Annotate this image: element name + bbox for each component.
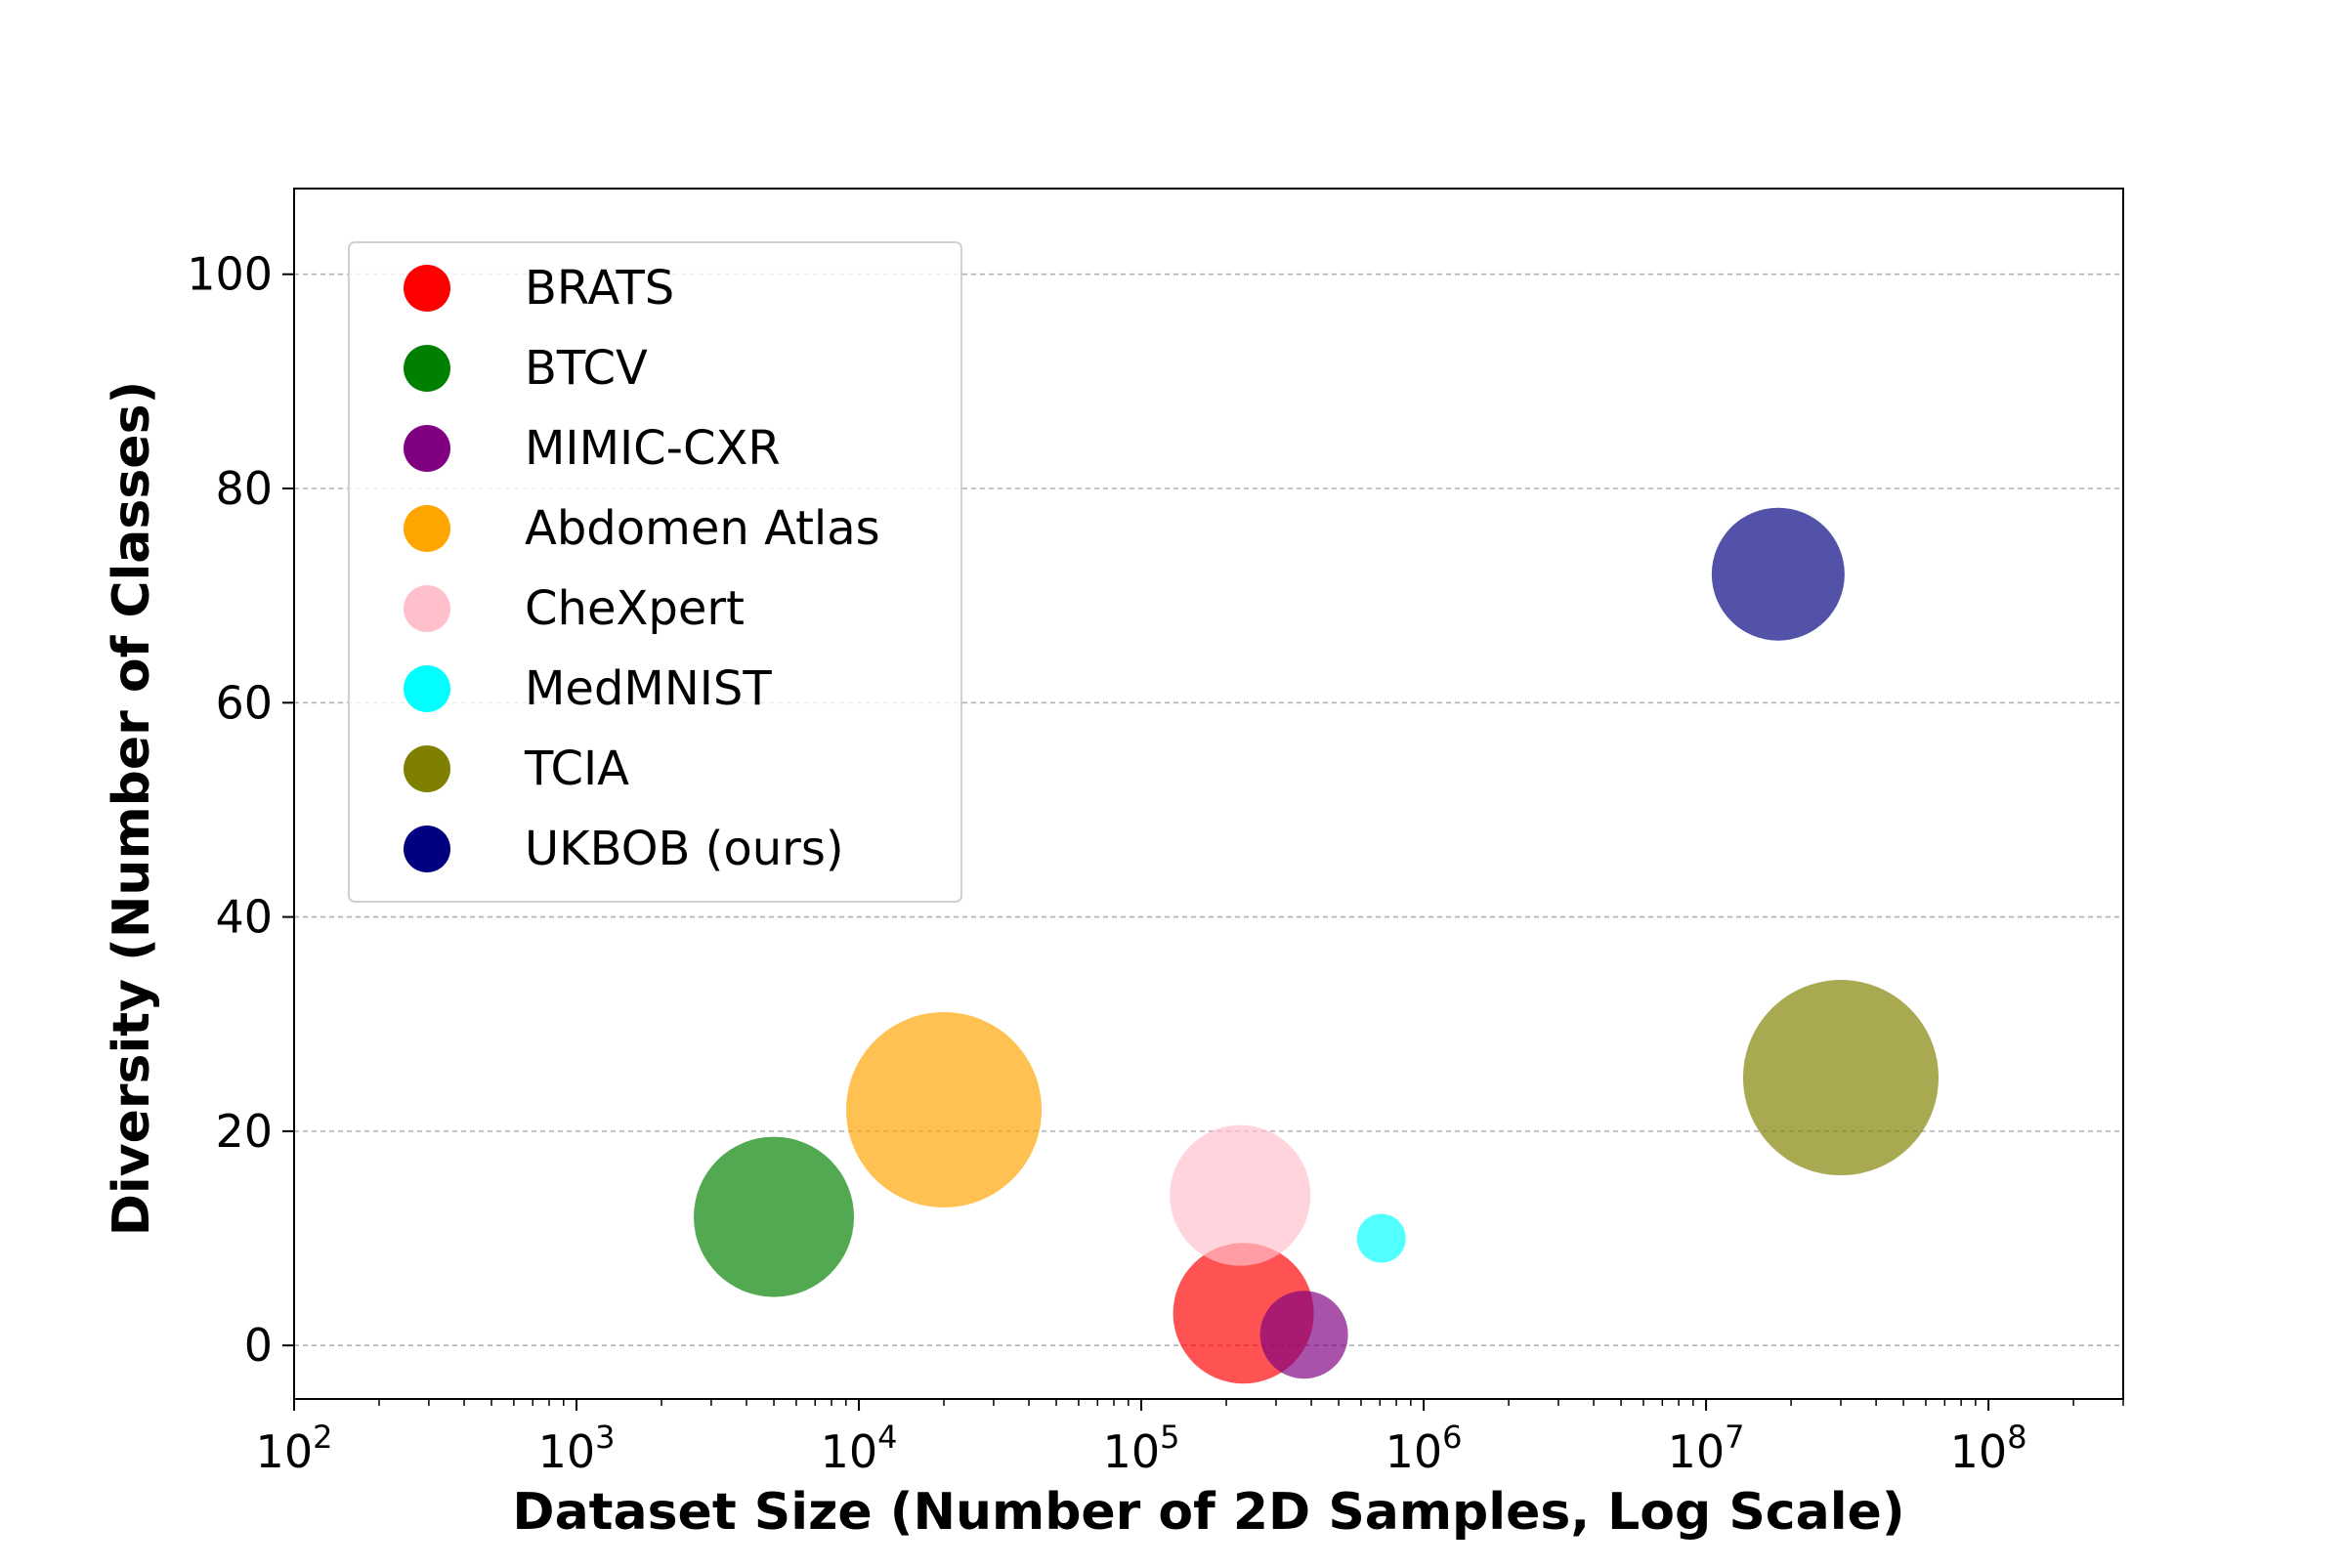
bubble-point [1259, 1291, 1348, 1379]
bubbles [694, 507, 1939, 1384]
y-tick-label: 40 [215, 891, 273, 944]
legend-label: CheXpert [525, 581, 745, 636]
bubble-point [1356, 1213, 1406, 1263]
legend: BRATS BTCV MIMIC-CXR Abdomen Atlas CheXpert M… [348, 241, 962, 903]
y-axis: 0 20 40 60 80 100 [187, 248, 294, 1372]
legend-marker [404, 745, 450, 792]
legend-label: Abdomen Atlas [525, 501, 880, 556]
legend-marker [404, 345, 450, 392]
y-tick-label: 80 [215, 462, 273, 515]
y-tick-label: 0 [244, 1319, 273, 1372]
x-axis-label: Dataset Size (Number of 2D Samples, Log … [512, 1483, 1904, 1542]
plot-frame [293, 188, 2124, 1400]
legend-marker [404, 505, 450, 552]
x-tick-label: 102 [256, 1419, 333, 1478]
bubble-point [846, 1011, 1043, 1208]
x-axis: 102 103 104 105 106 107 108 [256, 1399, 2124, 1478]
legend-label: UKBOB (ours) [525, 822, 844, 876]
bubble-point [1711, 507, 1845, 641]
bubble-point [1742, 980, 1939, 1176]
legend-marker [404, 265, 450, 312]
x-tick-label: 105 [1103, 1419, 1180, 1478]
bubble-point [1170, 1124, 1311, 1266]
legend-label: BTCV [525, 341, 648, 396]
x-tick-label: 107 [1668, 1419, 1745, 1478]
bubble-point [694, 1136, 855, 1297]
legend-marker [404, 585, 450, 632]
x-tick-label: 103 [538, 1419, 616, 1478]
legend-box [348, 241, 962, 903]
x-tick-label: 104 [821, 1419, 898, 1478]
x-tick-label: 106 [1386, 1419, 1463, 1478]
y-tick-label: 100 [187, 248, 273, 301]
legend-marker [404, 665, 450, 712]
x-tick-label: 108 [1950, 1419, 2027, 1478]
legend-marker [404, 425, 450, 472]
y-tick-label: 60 [215, 676, 273, 729]
legend-label: MIMIC-CXR [525, 421, 781, 476]
legend-label: MedMNIST [525, 661, 772, 716]
legend-marker [404, 826, 450, 872]
y-axis-label: Diversity (Number of Classes) [103, 381, 161, 1237]
legend-label: BRATS [525, 261, 674, 316]
y-tick-label: 20 [215, 1105, 273, 1158]
legend-label: TCIA [524, 742, 629, 796]
